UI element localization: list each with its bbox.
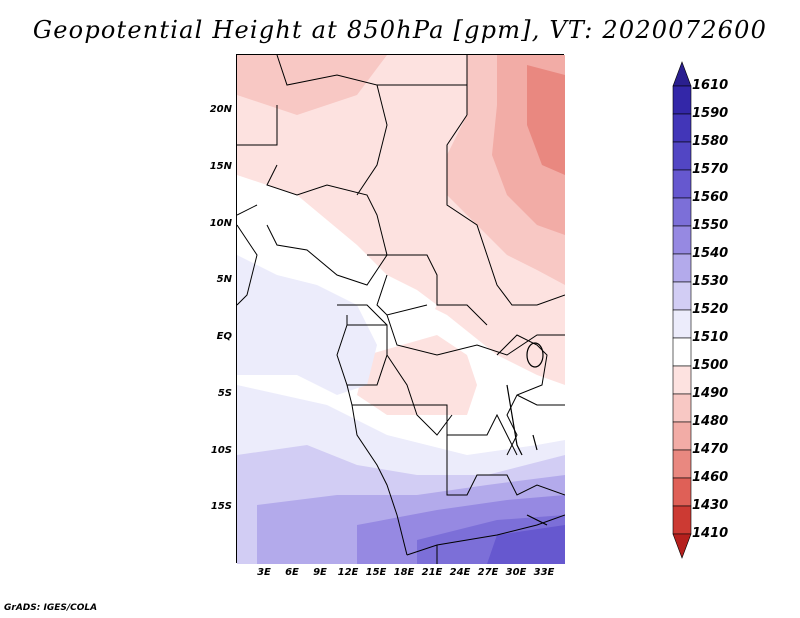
field-1490-nw bbox=[237, 55, 387, 115]
lon-tick-15e: 15E bbox=[365, 567, 387, 578]
colorbar-box bbox=[672, 169, 692, 199]
colorbar-box bbox=[672, 337, 692, 367]
colorbar-box bbox=[672, 141, 692, 171]
lon-tick-30e: 30E bbox=[505, 567, 527, 578]
colorbar-box bbox=[672, 477, 692, 507]
colorbar-label: 1470 bbox=[692, 442, 729, 457]
field-1520-west bbox=[237, 255, 377, 395]
colorbar-label: 1500 bbox=[692, 358, 729, 373]
colorbar-box bbox=[672, 421, 692, 451]
colorbar-top-triangle bbox=[672, 61, 692, 87]
lon-tick-3e: 3E bbox=[257, 567, 271, 578]
field-1470 bbox=[527, 65, 565, 175]
lat-tick-15n: 15N bbox=[209, 161, 232, 172]
lat-tick-5n: 5N bbox=[216, 274, 232, 285]
lon-tick-33e: 33E bbox=[533, 567, 555, 578]
colorbar-bottom-triangle bbox=[672, 533, 692, 559]
colorbar-label: 1490 bbox=[692, 386, 729, 401]
colorbar-label: 1530 bbox=[692, 274, 729, 289]
colorbar-label: 1410 bbox=[692, 526, 729, 541]
colorbar-box bbox=[672, 197, 692, 227]
footer-credit: GrADS: IGES/COLA bbox=[4, 603, 98, 613]
lat-tick-20n: 20N bbox=[209, 104, 232, 115]
lat-tick-10s: 10S bbox=[210, 445, 232, 456]
colorbar-box bbox=[672, 309, 692, 339]
lon-tick-12e: 12E bbox=[337, 567, 359, 578]
field-1570 bbox=[487, 525, 565, 564]
colorbar-box bbox=[672, 85, 692, 115]
lat-tick-15s: 15S bbox=[210, 501, 232, 512]
colorbar-label: 1430 bbox=[692, 498, 729, 513]
colorbar-box bbox=[672, 281, 692, 311]
lat-tick-eq: EQ bbox=[216, 331, 232, 342]
chart-title: Geopotential Height at 850hPa [gpm], VT:… bbox=[32, 16, 768, 44]
field-1510-north bbox=[237, 175, 437, 365]
colorbar-label: 1590 bbox=[692, 106, 729, 121]
colorbar-box bbox=[672, 365, 692, 395]
lat-tick-5s: 5S bbox=[217, 388, 232, 399]
colorbar-label: 1480 bbox=[692, 414, 729, 429]
colorbar-box bbox=[672, 225, 692, 255]
lakes bbox=[506, 342, 548, 526]
lon-tick-27e: 27E bbox=[477, 567, 499, 578]
lon-tick-21e: 21E bbox=[421, 567, 443, 578]
colorbar-label: 1520 bbox=[692, 302, 729, 317]
lon-tick-18e: 18E bbox=[393, 567, 415, 578]
colorbar-label: 1460 bbox=[692, 470, 729, 485]
colorbar-box bbox=[672, 393, 692, 423]
colorbar-box bbox=[672, 253, 692, 283]
lon-tick-24e: 24E bbox=[449, 567, 471, 578]
colorbar-box bbox=[672, 449, 692, 479]
colorbar-label: 1570 bbox=[692, 162, 729, 177]
colorbar bbox=[672, 61, 692, 559]
lon-tick-6e: 6E bbox=[285, 567, 299, 578]
colorbar-label: 1510 bbox=[692, 330, 729, 345]
colorbar-label: 1560 bbox=[692, 190, 729, 205]
lon-tick-9e: 9E bbox=[313, 567, 327, 578]
map-frame bbox=[236, 54, 565, 564]
colorbar-label: 1550 bbox=[692, 218, 729, 233]
colorbar-label: 1540 bbox=[692, 246, 729, 261]
colorbar-label: 1610 bbox=[692, 78, 729, 93]
colorbar-label: 1580 bbox=[692, 134, 729, 149]
colorbar-box bbox=[672, 113, 692, 143]
lat-tick-10n: 10N bbox=[209, 218, 232, 229]
geopotential-map bbox=[237, 55, 565, 564]
colorbar-box bbox=[672, 505, 692, 535]
